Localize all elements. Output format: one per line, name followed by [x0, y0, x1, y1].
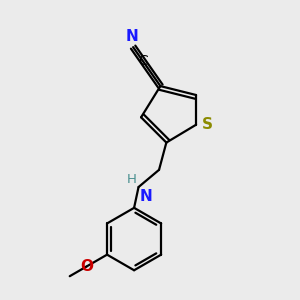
Text: C: C [138, 54, 148, 68]
Text: N: N [125, 29, 138, 44]
Text: H: H [127, 172, 137, 186]
Text: N: N [140, 188, 153, 203]
Text: S: S [201, 117, 212, 132]
Text: O: O [80, 259, 93, 274]
